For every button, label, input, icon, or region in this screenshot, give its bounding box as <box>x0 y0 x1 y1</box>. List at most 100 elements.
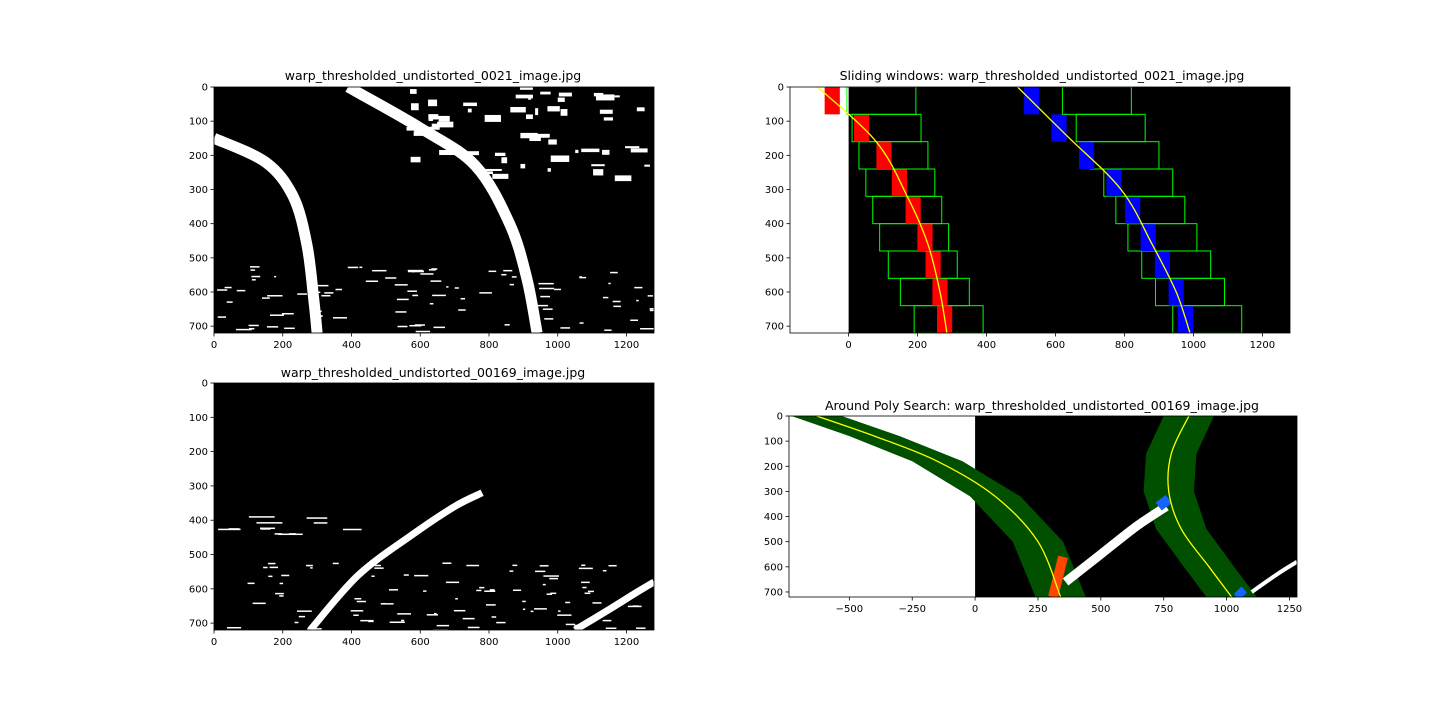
panel-bottom-left-ytick-label: 400 <box>189 516 208 527</box>
panel-top-left-noise-speck <box>647 295 653 297</box>
panel-top-left-noise-speck <box>433 326 445 329</box>
panel-bottom-left-noise-speck <box>602 619 612 622</box>
panel-top-left-noise-speck <box>316 315 323 317</box>
panel-bottom-left-noise-speck <box>252 602 266 605</box>
panel-bottom-left-noise-speck <box>522 608 526 611</box>
panel-bottom-left-noise-speck <box>535 570 546 573</box>
panel-top-left-noise-speck <box>217 316 227 318</box>
panel-bottom-left-noise-speck <box>550 592 557 595</box>
panel-poly-search-ytick-label: 100 <box>764 437 783 448</box>
panel-bottom-left-ytick-label: 200 <box>189 447 208 458</box>
panel-top-left-texture-speck <box>439 149 458 156</box>
panel-bottom-left-texture-speck <box>306 517 328 519</box>
panel-top-left-noise-speck <box>261 297 270 299</box>
panel-top-left-noise-speck <box>359 266 363 269</box>
panel-sliding-windows-ytick-label: 500 <box>765 253 784 264</box>
panel-top-left-texture-speck <box>437 121 454 128</box>
panel-bottom-left-noise-speck <box>543 575 559 577</box>
panel-bottom-left-noise-speck <box>401 619 405 622</box>
panel-bottom-left-noise-speck <box>294 621 299 624</box>
panel-bottom-left-texture-speck <box>342 528 362 531</box>
panel-bottom-left-texture-speck <box>256 522 283 524</box>
panel-top-left-ytick-label: 0 <box>202 83 208 94</box>
panel-bottom-left-ytick-label: 500 <box>189 550 208 561</box>
lane-pixels-white <box>1062 502 1169 586</box>
panel-bottom-left-noise-speck <box>281 574 290 577</box>
panel-top-left-noise-speck <box>542 308 553 310</box>
panel-top-left-noise-speck <box>608 282 611 285</box>
search-band-right <box>1143 416 1257 597</box>
panel-top-left-texture-speck <box>526 114 533 120</box>
panel-poly-search-xtick-label: 750 <box>1154 604 1173 615</box>
panel-sliding-windows-xtick-label: 800 <box>1115 340 1134 351</box>
panel-poly-search-xtick-label: 1250 <box>1277 604 1302 615</box>
panel-top-left-noise-speck <box>251 275 261 278</box>
panel-top-left-noise-speck <box>315 284 329 287</box>
panel-top-left-texture-speck <box>519 87 533 90</box>
panel-top-left-texture-speck <box>428 114 439 120</box>
panel-bottom-left-xtick-label: 400 <box>342 637 361 648</box>
panel-top-left-texture-speck <box>558 92 572 97</box>
panel-top-left-noise-speck <box>612 300 621 303</box>
panel-bottom-left-xtick-label: 600 <box>411 637 430 648</box>
panel-top-left-noise-speck <box>446 286 449 288</box>
panel-top-left-noise-speck <box>610 271 618 274</box>
panel-top-left-noise-speck <box>428 269 436 271</box>
panel-top-left-texture-speck <box>463 102 477 107</box>
panel-top-left-xtick-label: 1000 <box>545 340 570 351</box>
panel-sliding-windows: Sliding windows: warp_thresholded_undist… <box>765 68 1291 351</box>
panel-bottom-left-noise-speck <box>296 610 312 612</box>
panel-bottom-left-ytick-label: 700 <box>189 619 208 630</box>
lane-pixels-right <box>1155 494 1172 511</box>
panel-poly-search-xtick-label: 0 <box>972 604 978 615</box>
panel-top-left-noise-speck <box>395 311 407 313</box>
panel-top-left-noise-speck <box>365 280 379 283</box>
panel-top-left-noise-speck <box>509 283 515 286</box>
panel-top-left-texture-speck <box>501 157 508 164</box>
panel-top-left-noise-speck <box>236 328 252 331</box>
panel-top-left-texture-speck <box>484 114 501 122</box>
panel-top-left-noise-speck <box>317 310 322 313</box>
panel-poly-search-xtick-label: −500 <box>836 604 863 615</box>
panel-top-left-noise-speck <box>297 293 307 295</box>
panel-top-left-noise-speck <box>532 304 549 307</box>
panel-top-left-xtick-label: 200 <box>273 340 292 351</box>
panel-bottom-left-noise-speck <box>496 621 506 624</box>
panel-top-left-xtick-label: 0 <box>211 340 217 351</box>
panel-top-left-lane-line <box>214 133 323 333</box>
panel-top-left-noise-speck <box>312 291 315 293</box>
panel-bottom-left-noise-speck <box>491 616 497 618</box>
fit-line-right <box>1017 87 1191 333</box>
panel-bottom-left-noise-speck <box>453 609 466 612</box>
panel-poly-search-xtick-label: −250 <box>898 604 925 615</box>
panel-top-left-ytick-label: 200 <box>189 151 208 162</box>
panel-top-left-noise-speck <box>630 319 639 322</box>
panel-top-left-noise-speck <box>269 314 284 316</box>
panel-bottom-left-ytick-label: 300 <box>189 481 208 492</box>
lane-pixels-left-2 <box>925 251 941 279</box>
panel-top-left-texture-speck <box>548 139 557 145</box>
panel-bottom-left-noise-speck <box>466 564 480 567</box>
panel-top-left-noise-speck <box>409 324 422 327</box>
panel-top-left-texture-speck <box>410 156 421 163</box>
panel-top-left-texture-speck <box>406 127 422 131</box>
panel-bottom-left-noise-speck <box>388 589 399 591</box>
panel-top-left: warp_thresholded_undistorted_0021_image.… <box>189 68 655 351</box>
panel-bottom-left-xtick-label: 200 <box>273 637 292 648</box>
panel-bottom-left-noise-speck <box>349 581 354 584</box>
panel-top-left-texture-speck <box>456 151 462 156</box>
panel-poly-search-ytick-label: 300 <box>764 487 783 498</box>
panel-poly-search-axes-frame <box>788 415 1298 598</box>
panel-top-left-noise-speck <box>579 322 584 324</box>
panel-bottom-left-noise-speck <box>530 610 534 613</box>
panel-bottom-left-noise-speck <box>565 623 575 626</box>
panel-bottom-left-noise-speck <box>414 574 429 577</box>
panel-bottom-left-noise-speck <box>227 626 242 629</box>
panel-top-left-noise-speck <box>267 295 283 297</box>
panel-sliding-windows-ytick-label: 600 <box>765 288 784 299</box>
panel-poly-search-xtick-label: 250 <box>1028 604 1047 615</box>
panel-poly-search-plot-area <box>791 416 1297 597</box>
panel-top-left-texture-speck <box>436 115 441 120</box>
panel-bottom-left-noise-speck <box>269 566 279 569</box>
panel-sliding-windows-image <box>848 87 1290 333</box>
